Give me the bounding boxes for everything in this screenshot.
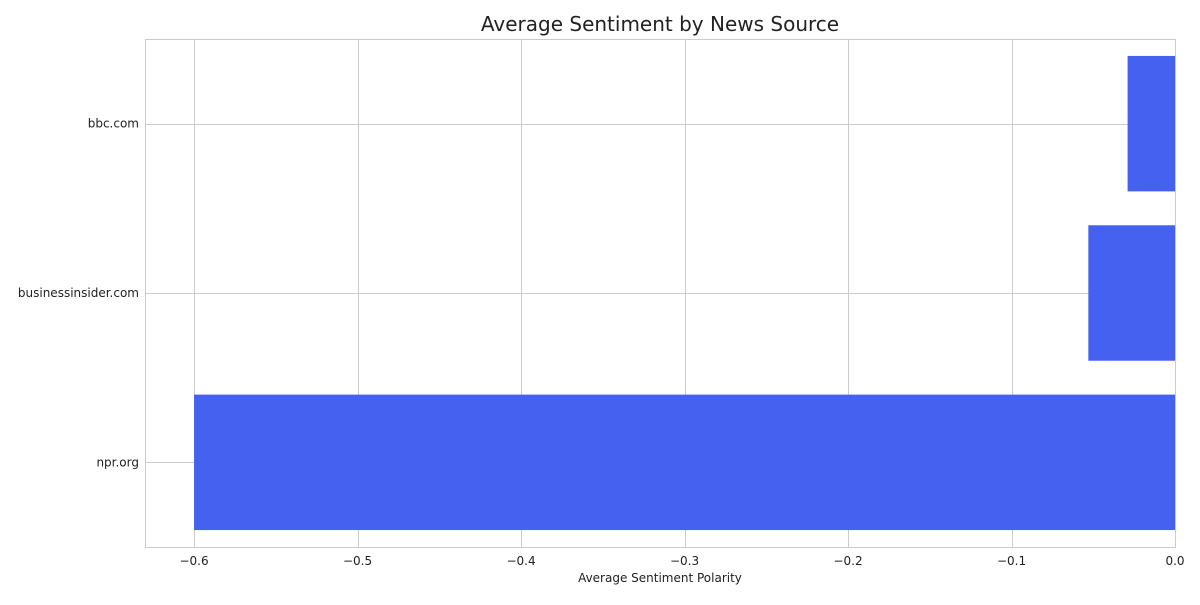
y-tick-label: bbc.com bbox=[88, 117, 139, 131]
x-tick-label: −0.3 bbox=[670, 554, 699, 568]
x-tick-label: −0.6 bbox=[179, 554, 208, 568]
bar-businessinsider-com[interactable] bbox=[1088, 225, 1175, 361]
x-axis-label: Average Sentiment Polarity bbox=[578, 571, 742, 585]
bar-bbc-com[interactable] bbox=[1127, 55, 1175, 192]
x-tick-label: −0.2 bbox=[833, 554, 862, 568]
bar-npr-org[interactable] bbox=[194, 394, 1176, 531]
y-tick-labels: bbc.com businessinsider.com npr.org bbox=[18, 117, 139, 470]
bars bbox=[194, 55, 1176, 531]
x-tick-label: −0.5 bbox=[343, 554, 372, 568]
y-tick-label: npr.org bbox=[96, 455, 139, 469]
x-tick-label: −0.1 bbox=[997, 554, 1026, 568]
y-tick-label: businessinsider.com bbox=[18, 286, 139, 300]
chart-title: Average Sentiment by News Source bbox=[481, 12, 839, 36]
x-tick-label: 0.0 bbox=[1165, 554, 1184, 568]
x-tick-labels: −0.6 −0.5 −0.4 −0.3 −0.2 −0.1 0.0 bbox=[179, 554, 1184, 568]
plot-frame bbox=[145, 39, 1176, 548]
x-tick-label: −0.4 bbox=[506, 554, 535, 568]
